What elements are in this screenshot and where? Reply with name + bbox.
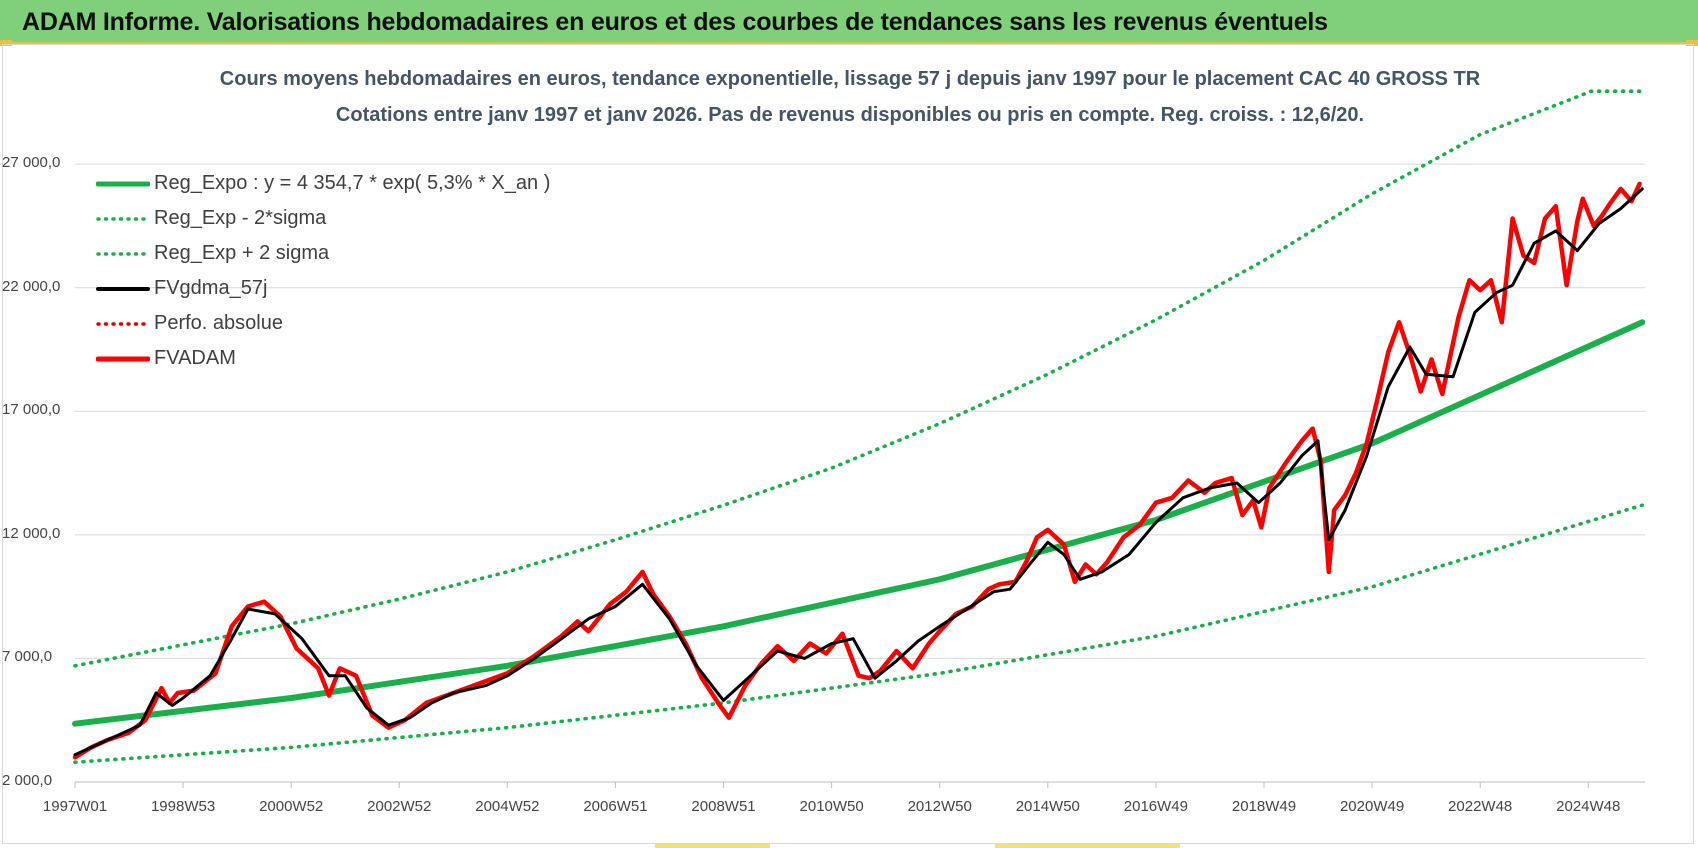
- legend-swatch: [96, 321, 150, 326]
- legend-swatch: [96, 356, 150, 361]
- x-tick-label: 2022W48: [1448, 798, 1513, 815]
- x-tick-label: 2002W52: [367, 798, 432, 815]
- x-tick-label: 2014W50: [1015, 798, 1080, 815]
- legend-item-0: Reg_Expo : y = 4 354,7 * exp( 5,3% * X_a…: [96, 166, 550, 201]
- legend-item-2: Reg_Exp + 2 sigma: [96, 236, 550, 271]
- legend-swatch: [96, 216, 150, 221]
- x-tick-label: 1998W53: [150, 798, 216, 815]
- y-tick-label: 17 000,0: [2, 401, 61, 419]
- y-tick-label: 2 000,0: [2, 772, 53, 789]
- legend-label: FVgdma_57j: [154, 277, 268, 299]
- legend-swatch: [96, 251, 150, 256]
- legend-label: Reg_Exp + 2 sigma: [154, 242, 330, 264]
- series-line-5: [72, 181, 1642, 760]
- bottom-marker-2: [995, 843, 1180, 848]
- y-tick-label: 22 000,0: [2, 277, 61, 295]
- frame-corner-right: [1686, 40, 1698, 46]
- y-tick-label: 27 000,0: [2, 154, 61, 172]
- x-tick-label: 2010W50: [799, 798, 864, 815]
- legend-label: Perfo. absolue: [154, 312, 283, 334]
- x-tick-label: 2020W49: [1339, 798, 1405, 815]
- x-tick-label: 2024W48: [1556, 798, 1621, 815]
- x-tick-label: 1997W01: [42, 798, 108, 815]
- y-tick-label: 7 000,0: [2, 648, 53, 666]
- chart-frame: [2, 44, 1694, 844]
- y-tick-label: 12 000,0: [2, 524, 61, 542]
- legend-item-4: Perfo. absolue: [96, 306, 550, 341]
- legend-item-3: FVgdma_57j: [96, 271, 550, 306]
- legend-label: Reg_Expo : y = 4 354,7 * exp( 5,3% * X_a…: [154, 172, 551, 194]
- series-line-1: [73, 503, 1645, 765]
- x-tick-label: 2018W49: [1231, 798, 1297, 815]
- x-tick-label: 2016W49: [1123, 798, 1188, 815]
- x-tick-label: 2004W52: [475, 798, 540, 815]
- bottom-marker-1: [655, 843, 770, 848]
- frame-corner-left: [0, 40, 12, 46]
- x-tick-label: 2008W51: [691, 798, 756, 815]
- series-line-3: [73, 187, 1644, 757]
- legend-label: FVADAM: [154, 347, 236, 369]
- banner-title: ADAM Informe. Valorisations hebdomadaire…: [22, 8, 1328, 36]
- legend-label: Reg_Exp - 2*sigma: [154, 207, 327, 229]
- x-tick-label: 2000W52: [259, 798, 324, 815]
- x-tick-label: 2012W50: [907, 798, 972, 815]
- legend-item-5: FVADAM: [96, 341, 550, 376]
- legend-swatch: [96, 286, 150, 291]
- chart-subtitle: Cotations entre janv 1997 et janv 2026. …: [335, 104, 1365, 126]
- legend-item-1: Reg_Exp - 2*sigma: [96, 201, 550, 236]
- legend: Reg_Expo : y = 4 354,7 * exp( 5,3% * X_a…: [96, 166, 550, 376]
- x-tick-label: 2006W51: [583, 798, 648, 815]
- chart-title: Cours moyens hebdomadaires en euros, ten…: [219, 68, 1481, 90]
- banner: ADAM Informe. Valorisations hebdomadaire…: [0, 0, 1698, 44]
- legend-swatch: [96, 181, 150, 186]
- series-line-2: [73, 89, 1645, 668]
